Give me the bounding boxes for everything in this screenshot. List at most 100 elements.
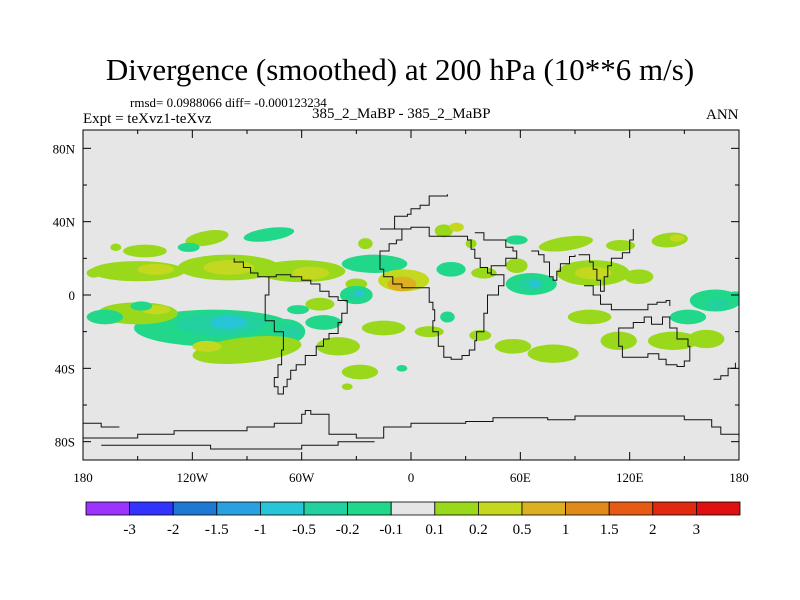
coastline-segment	[578, 229, 634, 292]
x-tick-label: 180	[729, 470, 749, 485]
coastline-segment	[233, 258, 269, 278]
coastline-segment	[83, 410, 739, 439]
colorbar-swatch	[390, 501, 436, 516]
divergence-contour	[449, 222, 464, 232]
y-tick-label: 80N	[53, 141, 76, 156]
difference-label: 385_2_MaBP - 385_2_MaBP	[312, 106, 491, 122]
colorbar-label: 1	[562, 522, 570, 538]
divergence-contour	[538, 235, 593, 252]
divergence-contour	[575, 266, 612, 280]
divergence-contour	[529, 280, 541, 288]
divergence-contour	[279, 324, 302, 339]
divergence-contour	[123, 244, 167, 258]
colorbar-label: -0.5	[292, 522, 316, 538]
divergence-contour	[137, 263, 175, 275]
divergence-contour	[341, 383, 353, 390]
divergence-contour	[177, 242, 200, 252]
colorbar-label: 0.5	[513, 522, 532, 538]
colorbar-swatch	[85, 501, 130, 516]
divergence-contour	[687, 329, 725, 349]
y-axis: 80N 40N 0 40S 80S	[53, 141, 739, 450]
divergence-contour	[305, 315, 342, 330]
colorbar-swatch	[696, 501, 741, 516]
coastline-segment	[618, 316, 691, 367]
divergence-contour	[605, 240, 636, 251]
colorbar-swatch	[608, 501, 654, 516]
y-tick-label: 0	[69, 288, 76, 303]
divergence-contour	[292, 266, 329, 280]
x-tick-label: 120E	[616, 470, 644, 485]
coastline-segment	[474, 232, 518, 273]
divergence-contour	[185, 230, 229, 247]
colorbar-swatch	[216, 501, 261, 516]
coastline-segment	[101, 441, 375, 450]
x-tick-label: 60W	[289, 470, 315, 485]
divergence-contour	[471, 267, 497, 279]
divergence-contour	[706, 298, 729, 310]
x-tick-label: 180	[73, 470, 93, 485]
divergence-contour	[434, 224, 453, 238]
divergence-contour	[669, 309, 707, 325]
colorbar-label: -1.5	[205, 522, 229, 538]
colorbar-swatch	[521, 501, 566, 516]
divergence-contour	[505, 235, 528, 245]
plot-background	[83, 130, 739, 460]
colorbar-label: 1.5	[600, 522, 619, 538]
divergence-contour	[361, 320, 406, 336]
divergence-contour	[243, 227, 295, 242]
x-tick-label: 0	[408, 470, 415, 485]
divergence-contour	[647, 331, 699, 351]
divergence-contour	[358, 238, 373, 250]
coastline-segment	[83, 422, 120, 428]
divergence-contour	[440, 311, 455, 323]
y-tick-label: 80S	[55, 435, 75, 450]
colorbar-label: 0.2	[469, 522, 488, 538]
coastline-segment	[392, 194, 448, 230]
colorbar-swatch	[347, 501, 392, 516]
colorbar-label: 0.1	[425, 522, 444, 538]
expt-label: Expt = teXvz1-teXvz	[83, 111, 212, 127]
divergence-contour	[305, 297, 335, 311]
colorbar-swatch	[259, 501, 305, 516]
divergence-contour	[494, 339, 532, 354]
colorbar-swatch	[652, 501, 697, 516]
colorbar-label: -2	[167, 522, 180, 538]
colorbar-swatch	[172, 501, 218, 516]
divergence-contour	[210, 316, 247, 329]
divergence-contour	[203, 260, 255, 275]
colorbar-label: 2	[649, 522, 657, 538]
divergence-contour	[86, 309, 124, 325]
colorbar-label: -0.1	[379, 522, 403, 538]
divergence-contour	[567, 309, 612, 325]
divergence-contour	[669, 234, 685, 242]
divergence-contour	[355, 289, 365, 297]
x-tick-label: 120W	[176, 470, 209, 485]
divergence-contour	[192, 340, 222, 352]
colorbar-swatch	[129, 501, 174, 516]
coastline-segment	[379, 226, 505, 360]
colorbar-label: -0.2	[336, 522, 360, 538]
coastline-segment	[584, 285, 671, 311]
divergence-contour	[86, 268, 102, 278]
divergence-contour	[192, 336, 302, 364]
season-label: ANN	[706, 107, 739, 123]
colorbar-swatch	[303, 501, 348, 516]
colorbar-swatch	[434, 501, 479, 516]
divergence-contour	[527, 344, 579, 363]
chart-title: Divergence (smoothed) at 200 hPa (10**6 …	[105, 52, 695, 87]
divergence-contour	[414, 326, 444, 338]
divergence-contour	[130, 301, 153, 311]
colorbar-swatch	[565, 501, 610, 516]
divergence-contour	[110, 243, 122, 251]
rmsd-label: rmsd= 0.0988066 diff= -0.000123234	[130, 95, 327, 110]
colorbar-label: 3	[693, 522, 701, 538]
y-tick-label: 40S	[55, 361, 75, 376]
coastline-segment	[531, 250, 576, 281]
divergence-contour	[436, 262, 466, 277]
divergence-contour	[316, 337, 360, 356]
x-axis: 180 120W 60W 0 60E 120E 180	[73, 130, 749, 485]
divergence-contour	[341, 364, 379, 380]
divergence-field	[86, 222, 739, 390]
colorbar-label: -3	[123, 522, 136, 538]
